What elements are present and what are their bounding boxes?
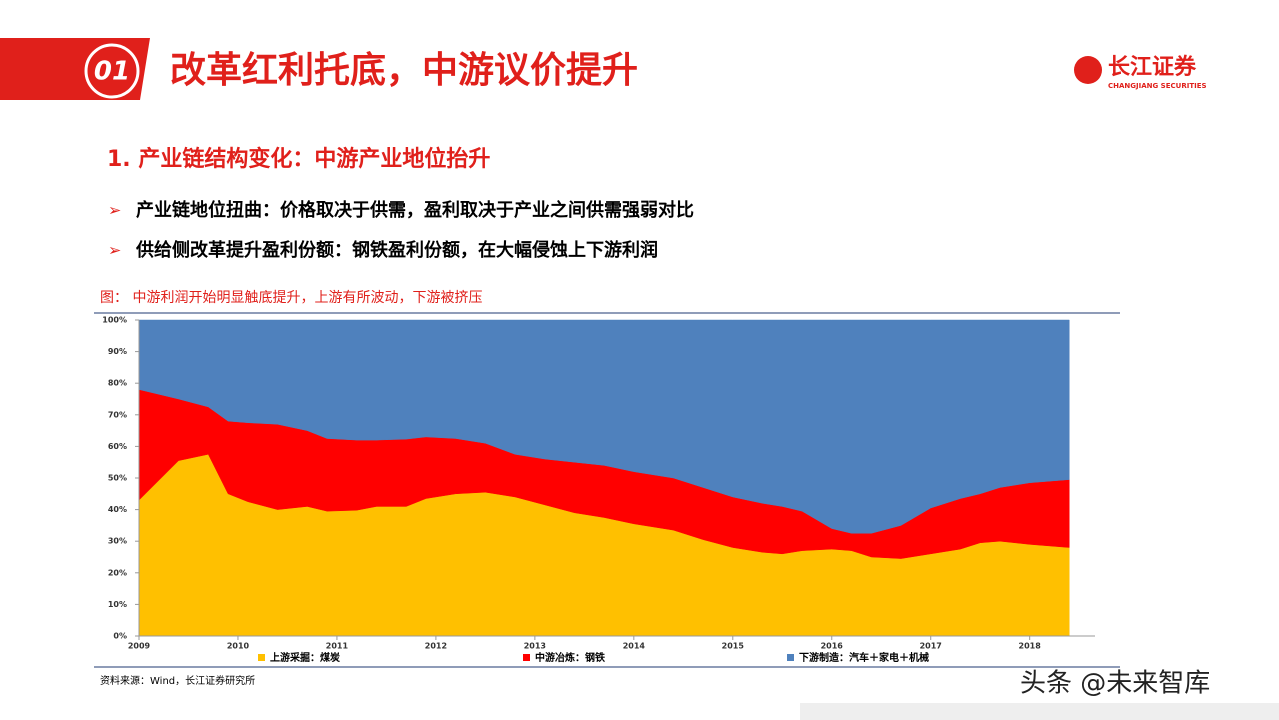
legend-swatch	[787, 654, 794, 661]
header-number: 01	[94, 57, 130, 87]
header-title: 改革红利托底，中游议价提升	[170, 50, 638, 91]
bullet: 供给侧改革提升盈利份额：钢铁盈利份额，在大幅侵蚀上下游利润	[135, 239, 658, 261]
legend-label: 上游采掘：煤炭	[270, 651, 340, 664]
y-tick-label: 40%	[108, 505, 127, 514]
legend-label: 中游冶炼：钢铁	[535, 651, 605, 664]
y-tick-label: 50%	[108, 474, 127, 483]
chart-title: 图： 中游利润开始明显触底提升，上游有所波动，下游被挤压	[100, 290, 482, 306]
footer-shade	[800, 703, 1279, 720]
area	[138, 319, 1070, 534]
logo-name: 长江证券	[1108, 54, 1197, 80]
x-tick-label: 2014	[623, 642, 646, 651]
section-title: 1. 产业链结构变化：中游产业地位抬升	[107, 146, 490, 172]
legend-swatch	[523, 654, 530, 661]
y-tick-label: 0%	[113, 632, 127, 641]
legend-swatch	[258, 654, 265, 661]
y-tick-label: 90%	[108, 347, 127, 356]
header-badge	[84, 43, 140, 99]
x-tick-label: 2018	[1019, 642, 1042, 651]
source: 资料来源：Wind，长江证券研究所	[100, 674, 255, 687]
x-tick-label: 2013	[524, 642, 546, 651]
y-tick-label: 80%	[108, 379, 127, 388]
x-tick-label: 2010	[227, 642, 250, 651]
x-tick-label: 2011	[326, 642, 349, 651]
x-tick-label: 2016	[821, 642, 844, 651]
x-tick-label: 2017	[920, 642, 942, 651]
y-tick-label: 30%	[108, 537, 127, 546]
watermark: 头条 @未来智库	[1020, 669, 1210, 699]
bullet: 产业链地位扭曲：价格取决于供需，盈利取决于产业之间供需强弱对比	[136, 199, 694, 221]
y-tick-label: 70%	[108, 410, 127, 419]
y-tick-label: 10%	[108, 600, 127, 609]
logo-subtitle: CHANGJIANG SECURITIES	[1108, 82, 1207, 90]
x-tick-label: 2012	[425, 642, 447, 651]
x-tick-label: 2009	[128, 642, 151, 651]
logo-mark	[1074, 56, 1102, 84]
y-tick-label: 20%	[108, 568, 127, 577]
y-tick-label: 60%	[108, 442, 127, 451]
bullet-icon: ➢	[108, 241, 121, 260]
y-tick-label: 100%	[102, 316, 127, 325]
x-tick-label: 2015	[722, 642, 745, 651]
chart: 0% 10% 20% 30% 40% 50% 60% 70% 80% 90% 100% 2009 201…	[102, 316, 1095, 664]
legend-label: 下游制造：汽车＋家电＋机械	[799, 651, 929, 664]
bullet-icon: ➢	[108, 201, 121, 220]
